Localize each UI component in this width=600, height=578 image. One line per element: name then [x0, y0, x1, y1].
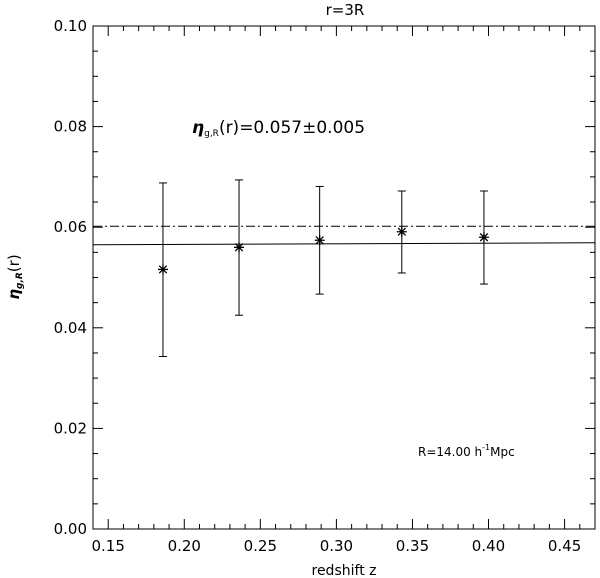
data-points: [157, 179, 489, 357]
x-tick-label: 0.15: [92, 537, 125, 555]
x-axis-label: redshift z: [312, 563, 377, 578]
y-tick-label: 0.04: [54, 319, 87, 337]
data-point: [478, 190, 489, 285]
chart-title: r=3R: [326, 1, 365, 19]
x-tick-label: 0.25: [244, 537, 277, 555]
scale-note-prefix: R=14.00 h: [418, 445, 482, 459]
y-axis-label-sub: g,R: [15, 272, 25, 289]
annotation-text: (r)=0.057±0.005: [219, 118, 365, 138]
axis-ticks: [92, 25, 596, 530]
fit-line: [92, 242, 596, 246]
reference-lines: [92, 225, 596, 246]
annotation-subscript: g,R: [204, 129, 219, 139]
star-marker: [314, 235, 325, 246]
fit-annotation: ηg,R(r)=0.057±0.005: [192, 118, 365, 139]
star-marker: [234, 242, 245, 253]
x-tick-label: 0.20: [168, 537, 201, 555]
y-tick-label: 0.06: [54, 218, 87, 236]
scale-note-sup: -1: [482, 443, 490, 452]
y-tick-label: 0.02: [54, 419, 87, 437]
data-point: [314, 185, 325, 295]
data-point: [396, 190, 407, 274]
star-marker: [157, 264, 168, 275]
y-axis-label-arg: (r): [5, 254, 23, 272]
scale-note: R=14.00 h-1Mpc: [418, 443, 515, 459]
y-tick-label: 0.08: [54, 118, 87, 136]
y-axis-label: ηg,R(r): [5, 254, 25, 299]
x-tick-label: 0.45: [548, 537, 581, 555]
y-axis-label-symbol: η: [5, 289, 23, 300]
plot-frame: [92, 25, 596, 530]
y-tick-label: 0.10: [54, 17, 87, 35]
data-point: [234, 179, 245, 316]
x-tick-label: 0.40: [472, 537, 505, 555]
scale-note-suffix: Mpc: [490, 445, 515, 459]
y-tick-label: 0.00: [54, 520, 87, 538]
x-tick-label: 0.35: [396, 537, 429, 555]
x-tick-label: 0.30: [320, 537, 353, 555]
axis-tick-labels: 0.15 0.20 0.25 0.30 0.35 0.40 0.45 0.00 0.02 0.04…: [54, 17, 582, 555]
star-marker: [478, 232, 489, 243]
data-point: [157, 182, 168, 357]
star-marker: [396, 226, 407, 237]
annotation-symbol: η: [192, 118, 204, 138]
